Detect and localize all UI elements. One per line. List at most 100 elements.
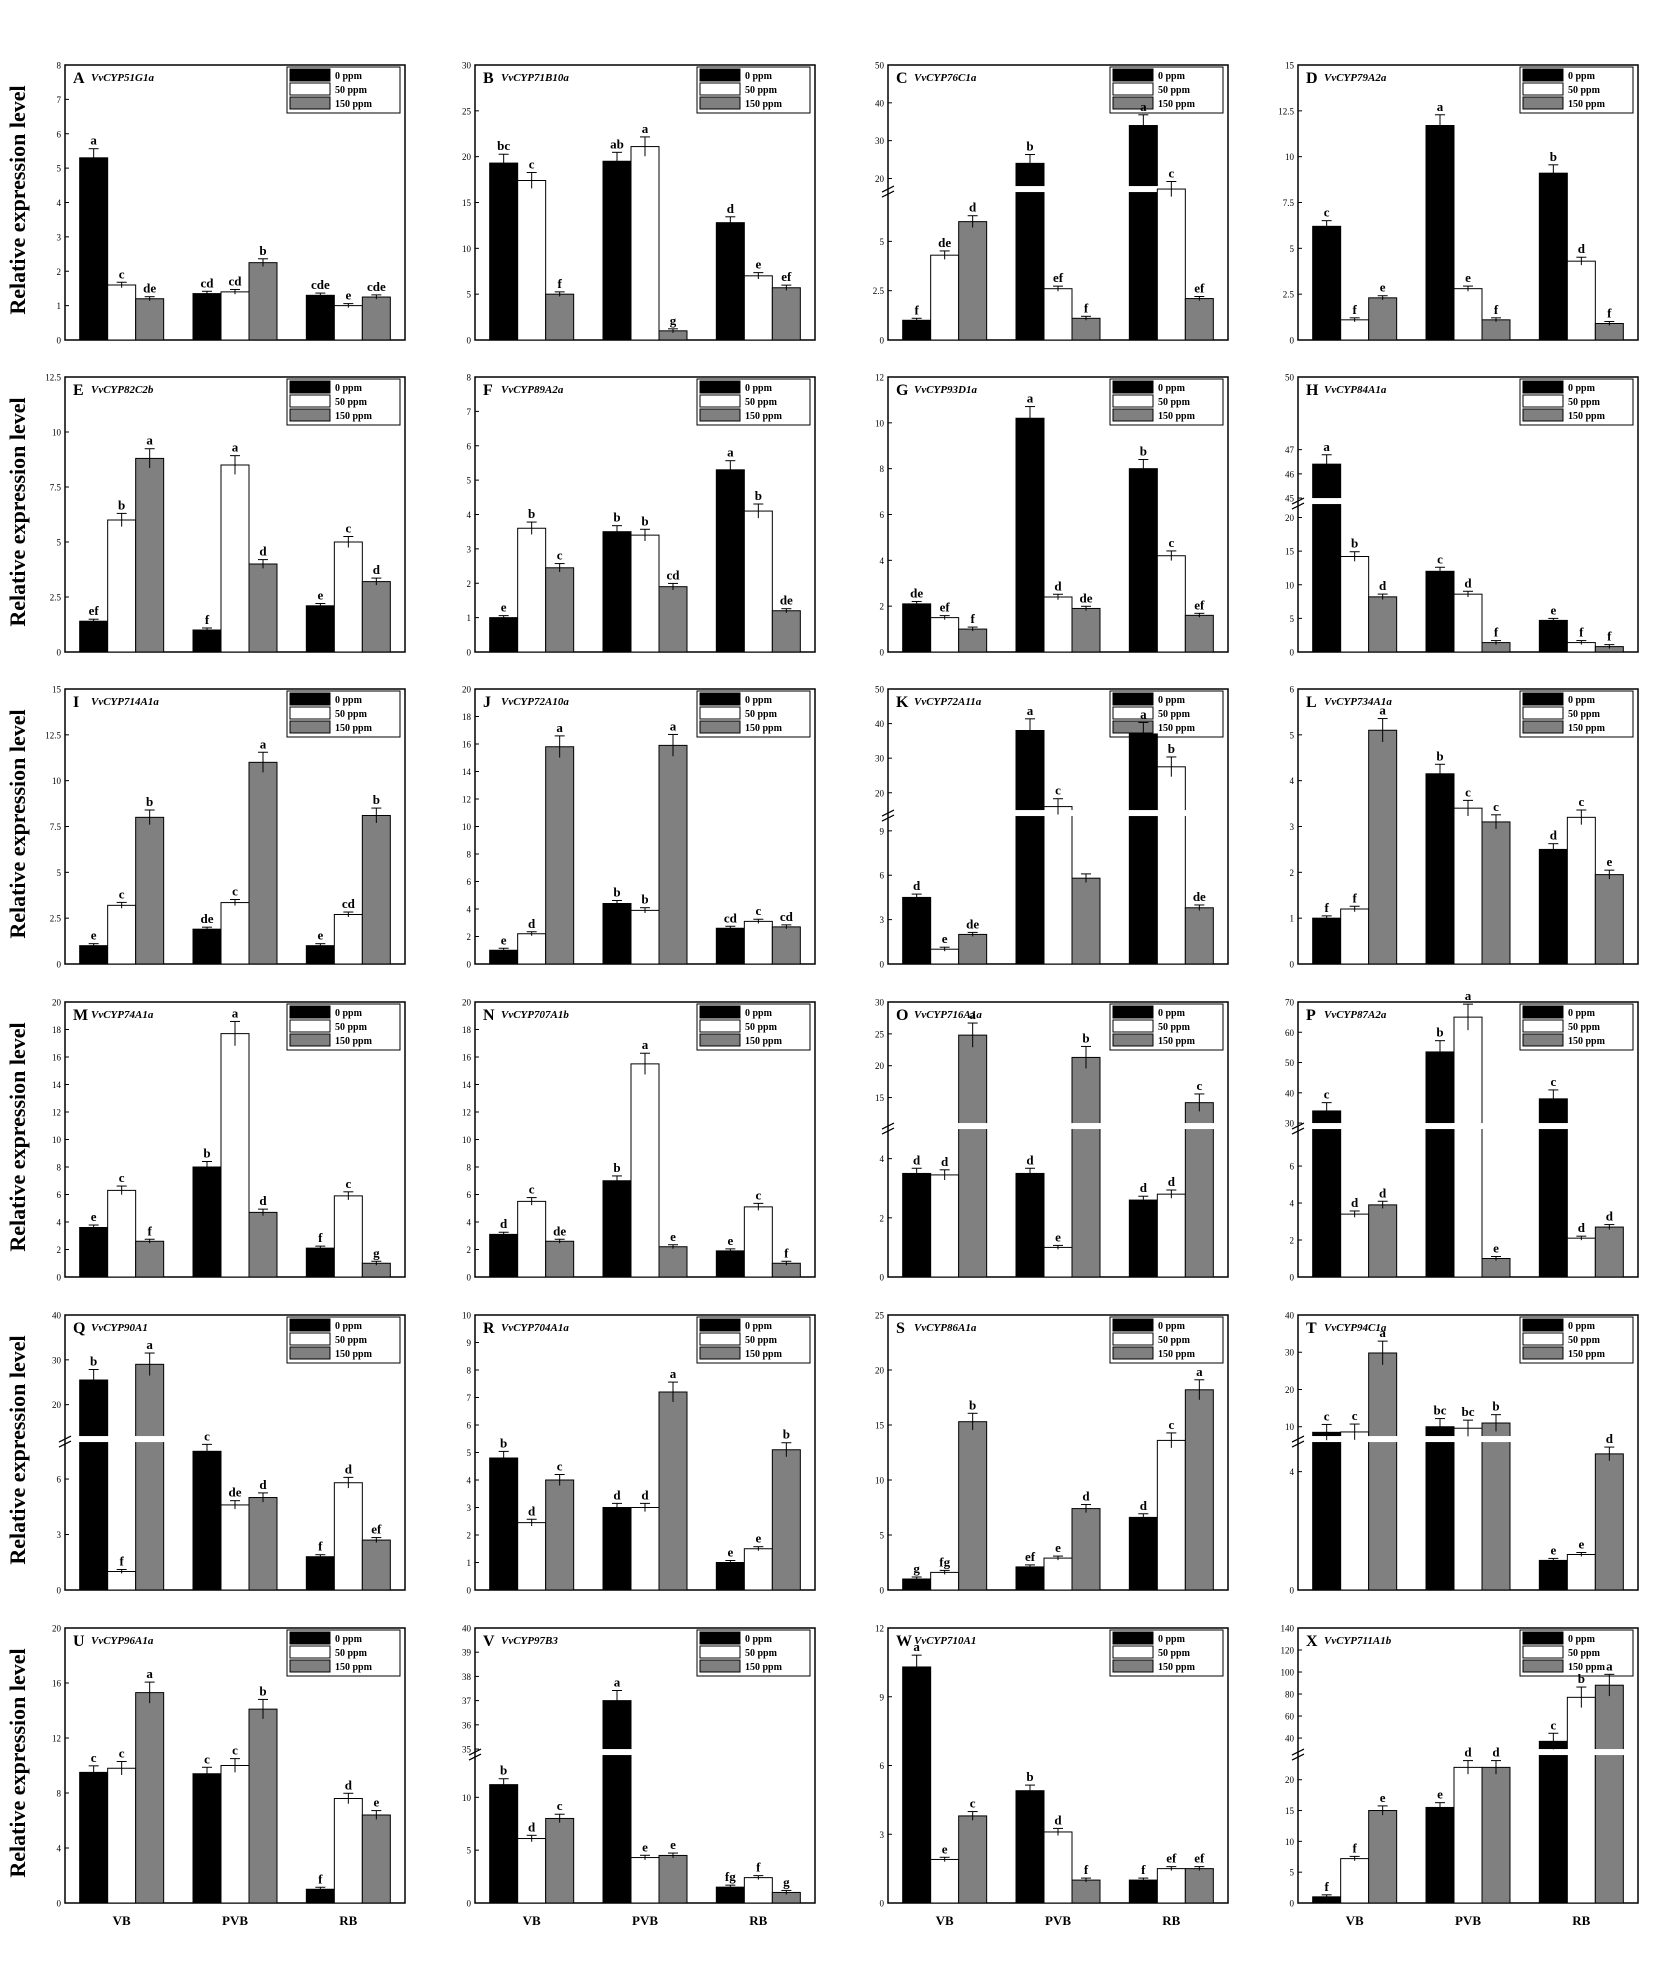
bar xyxy=(771,1262,801,1278)
gene-name: VvCYP716A1a xyxy=(914,1009,982,1021)
significance-letter: c xyxy=(755,903,761,918)
bar xyxy=(1425,1051,1455,1278)
y-tick-label: 1 xyxy=(467,1558,472,1568)
significance-letter: b xyxy=(528,506,535,521)
x-category-label: PVB xyxy=(222,1913,248,1928)
bar xyxy=(333,914,363,965)
legend-swatch xyxy=(699,1659,741,1673)
bar-break xyxy=(1311,498,1342,505)
bar xyxy=(743,920,773,965)
legend-swatch xyxy=(1522,1019,1564,1033)
panel-x: 0 5 10 15 20 40 60 80 100 120 140 X VvCYP711A1b 0 ppm… xyxy=(1281,1624,1639,1928)
bar xyxy=(1156,1193,1186,1278)
bar xyxy=(1538,1740,1568,1904)
axis-break-mark xyxy=(1291,1748,1305,1756)
legend-label: 150 ppm xyxy=(745,1662,783,1673)
significance-letter: c xyxy=(755,1187,761,1202)
bar xyxy=(902,319,932,341)
bar xyxy=(1594,323,1624,341)
bar xyxy=(1043,1557,1073,1591)
legend-label: 50 ppm xyxy=(1568,397,1601,408)
bar-break xyxy=(1594,1749,1625,1756)
bar xyxy=(361,296,391,341)
y-tick-label: 38 xyxy=(462,1672,472,1682)
bar xyxy=(305,1888,335,1904)
bar xyxy=(958,1421,988,1591)
legend-swatch xyxy=(699,1033,741,1047)
significance-letter: e xyxy=(1578,1536,1584,1551)
significance-letter: b xyxy=(613,1160,620,1175)
y-tick-label: 6 xyxy=(880,1761,885,1771)
gene-name: VvCYP71B10a xyxy=(501,72,569,84)
bar xyxy=(1312,1431,1342,1591)
panel-e: 0 2.5 5 7.5 10 12.5 E VvCYP82C2b 0 ppm 50 ppm 150 … xyxy=(45,373,406,658)
bar xyxy=(79,157,109,341)
y-tick-label: 80 xyxy=(1285,1690,1295,1700)
bar xyxy=(1184,1102,1214,1278)
legend-swatch xyxy=(289,380,331,394)
bar xyxy=(1340,908,1370,965)
bar xyxy=(361,1814,391,1904)
y-tick-label: 14 xyxy=(52,1080,62,1090)
bar xyxy=(1071,1879,1101,1904)
bar xyxy=(1481,1258,1511,1278)
legend-swatch xyxy=(699,394,741,408)
significance-letter: e xyxy=(755,257,761,272)
bar-break xyxy=(1311,1123,1342,1130)
panel-letter: E xyxy=(73,382,84,399)
significance-letter: b xyxy=(500,1763,507,1778)
y-tick-label: 100 xyxy=(1281,1668,1295,1678)
y-tick-label: 47 xyxy=(1285,445,1295,455)
bar xyxy=(658,744,688,965)
y-tick-label: 25 xyxy=(462,106,472,116)
legend-swatch xyxy=(699,692,741,706)
legend-swatch xyxy=(699,1005,741,1019)
significance-letter: c xyxy=(119,1746,125,1761)
significance-letter: cd xyxy=(229,273,243,288)
y-tick-label: 15 xyxy=(1285,61,1295,71)
significance-letter: c xyxy=(557,548,563,563)
significance-letter: de xyxy=(229,1485,242,1500)
y-tick-label: 8 xyxy=(467,373,472,383)
panel-letter: R xyxy=(483,1320,495,1337)
bar xyxy=(1128,1516,1158,1591)
significance-letter: ef xyxy=(1053,270,1064,285)
bar xyxy=(715,1250,745,1278)
significance-letter: e xyxy=(1055,1229,1061,1244)
legend-label: 0 ppm xyxy=(335,1008,363,1019)
bar xyxy=(1312,463,1342,653)
significance-letter: a xyxy=(670,718,677,733)
bar xyxy=(107,904,137,965)
significance-letter: e xyxy=(373,1795,379,1810)
bar xyxy=(489,1784,519,1904)
bar xyxy=(1015,730,1045,965)
legend-label: 0 ppm xyxy=(335,383,363,394)
legend-label: 150 ppm xyxy=(1568,99,1606,110)
panel-letter: W xyxy=(896,1633,912,1650)
significance-letter: f xyxy=(1352,890,1357,905)
legend-label: 50 ppm xyxy=(745,85,778,96)
y-tick-label: 50 xyxy=(875,685,885,695)
significance-letter: d xyxy=(1464,575,1472,590)
y-tick-label: 14 xyxy=(462,1080,472,1090)
bar-break xyxy=(1566,1749,1597,1756)
bar xyxy=(1594,1684,1624,1904)
significance-letter: e xyxy=(91,1209,97,1224)
y-tick-label: 12 xyxy=(875,373,884,383)
legend-label: 0 ppm xyxy=(1568,71,1596,82)
bar xyxy=(1425,125,1455,341)
y-tick-label: 2 xyxy=(467,1531,472,1541)
bar xyxy=(958,628,988,653)
legend-label: 50 ppm xyxy=(335,709,368,720)
bar-break xyxy=(1538,1749,1569,1756)
bar xyxy=(1043,806,1073,965)
bar xyxy=(545,567,575,653)
legend-label: 0 ppm xyxy=(335,1321,363,1332)
bar xyxy=(902,603,932,653)
bar xyxy=(361,1539,391,1591)
x-category-label: VB xyxy=(936,1913,954,1928)
legend-label: 50 ppm xyxy=(335,85,368,96)
significance-letter: d xyxy=(913,878,921,893)
bar xyxy=(135,457,165,653)
